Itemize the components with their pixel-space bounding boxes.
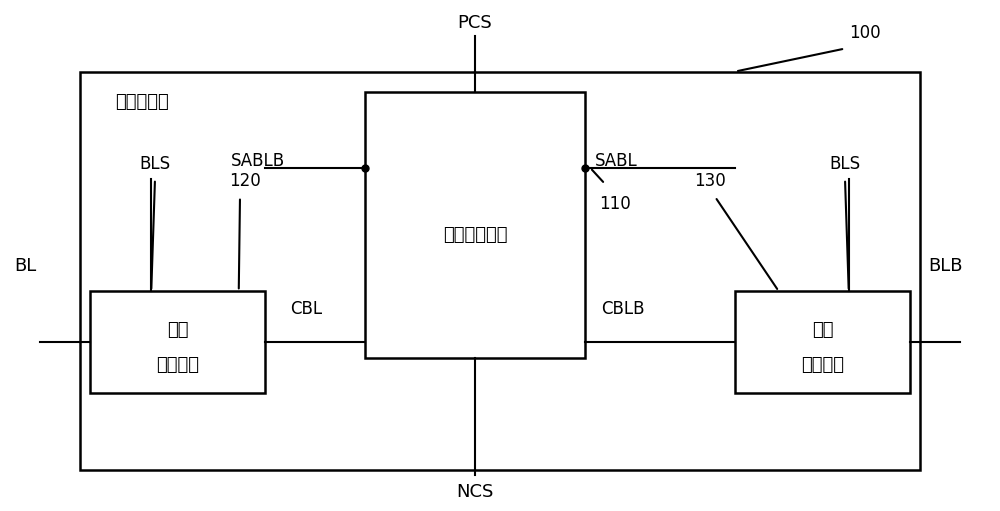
Text: BLS: BLS	[139, 154, 171, 173]
Text: 130: 130	[694, 172, 726, 191]
FancyBboxPatch shape	[90, 291, 265, 393]
Text: SABLB: SABLB	[231, 152, 285, 170]
Text: 隔离单元: 隔离单元	[802, 356, 844, 375]
Text: CBL: CBL	[290, 300, 322, 318]
FancyBboxPatch shape	[365, 92, 585, 358]
Text: BL: BL	[14, 257, 36, 275]
Text: PCS: PCS	[458, 14, 492, 32]
Text: 信号放大单元: 信号放大单元	[443, 226, 507, 244]
Text: 灵敏感应器: 灵敏感应器	[115, 93, 169, 111]
Text: 第一: 第一	[167, 320, 189, 339]
Text: 100: 100	[849, 24, 881, 42]
Text: 隔离单元: 隔离单元	[156, 356, 200, 375]
Text: NCS: NCS	[456, 482, 494, 501]
Text: CBLB: CBLB	[602, 300, 645, 318]
Text: 120: 120	[229, 172, 261, 191]
FancyBboxPatch shape	[80, 72, 920, 470]
Text: BLB: BLB	[928, 257, 962, 275]
Text: 第二: 第二	[812, 320, 834, 339]
Text: 110: 110	[599, 195, 631, 214]
FancyBboxPatch shape	[735, 291, 910, 393]
Text: BLS: BLS	[829, 154, 861, 173]
Text: SABL: SABL	[595, 152, 638, 170]
